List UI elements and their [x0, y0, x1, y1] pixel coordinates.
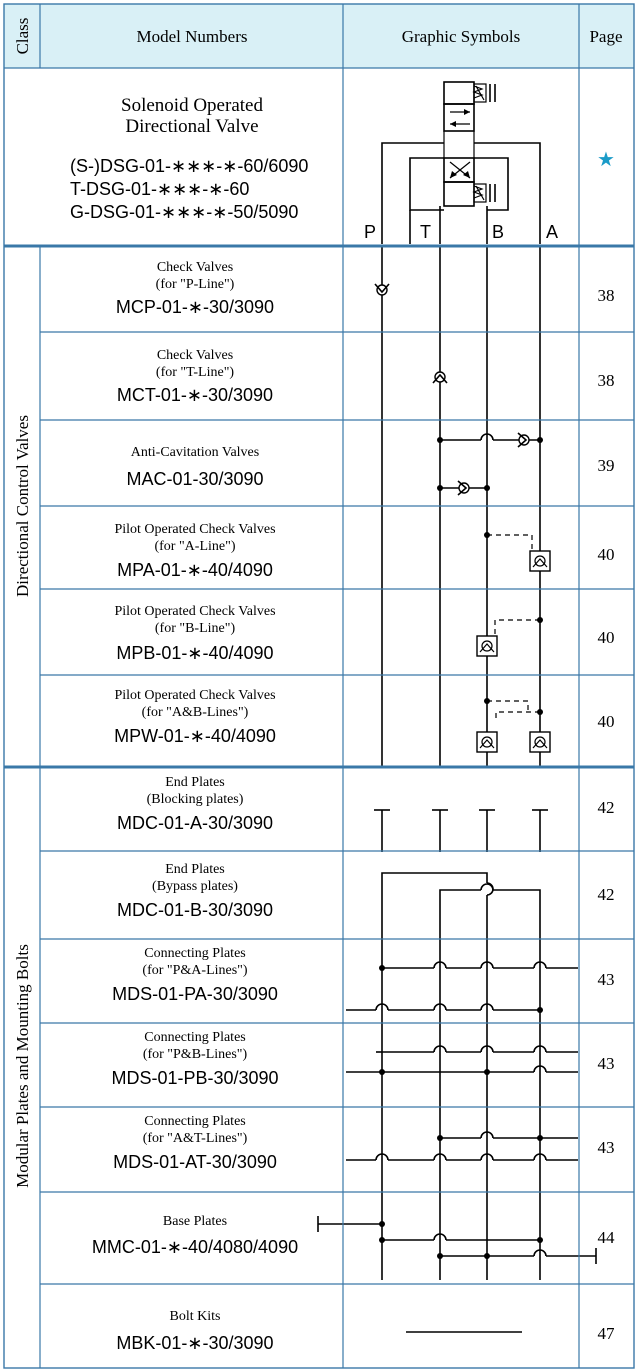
row-2-page: 38 [598, 371, 615, 390]
row-10: Connecting Plates (for "P&B-Lines") MDS-… [111, 1030, 614, 1088]
modular-lines [381, 940, 541, 1280]
row-2-model: MCT-01-∗-30/3090 [117, 385, 273, 405]
row-6-sub: (for "A&B-Lines") [142, 705, 249, 720]
row-8-page: 42 [598, 885, 615, 904]
check-valve-t-symbol [432, 371, 448, 384]
class-label-directional: Directional Control Valves [13, 415, 32, 597]
row-9-page: 43 [598, 970, 615, 989]
row-3-page: 39 [598, 456, 615, 475]
row-10-sub: (for "P&B-Lines") [143, 1047, 248, 1062]
row-7-model: MDC-01-A-30/3090 [117, 813, 273, 833]
pilot-check-b-symbol [476, 617, 543, 657]
row-11-page: 43 [598, 1138, 615, 1157]
row-6-page: 40 [598, 712, 615, 731]
solenoid-model-1: (S-)DSG-01-∗∗∗-∗-60/6090 [70, 156, 308, 176]
port-label-a: A [546, 222, 558, 242]
check-valve-p-symbol [374, 283, 390, 296]
row-1: Check Valves (for "P-Line") MCP-01-∗-30/… [116, 260, 615, 317]
row-8-sub: (Bypass plates) [152, 879, 238, 894]
row-6-title: Pilot Operated Check Valves [114, 688, 275, 703]
row-5-title: Pilot Operated Check Valves [114, 604, 275, 619]
row-1-sub: (for "P-Line") [156, 277, 235, 292]
row-12-page: 44 [598, 1228, 616, 1247]
base-plate-symbol [317, 1216, 597, 1264]
row-8: End Plates (Bypass plates) MDC-01-B-30/3… [117, 862, 615, 920]
pilot-check-a-symbol [484, 532, 551, 572]
header-symbol-label: Graphic Symbols [402, 27, 521, 46]
row-3-title: Anti-Cavitation Valves [131, 445, 259, 460]
row-5-page: 40 [598, 628, 615, 647]
row-12-title: Base Plates [163, 1214, 227, 1229]
row-9-title: Connecting Plates [144, 946, 246, 961]
row-11-title: Connecting Plates [144, 1114, 246, 1129]
row-10-model: MDS-01-PB-30/3090 [111, 1068, 278, 1088]
row-2: Check Valves (for "T-Line") MCT-01-∗-30/… [117, 348, 615, 405]
row-11: Connecting Plates (for "A&T-Lines") MDS-… [113, 1114, 614, 1172]
header-page-label: Page [589, 27, 622, 46]
solenoid-title-line2: Directional Valve [125, 116, 258, 137]
row-12: Base Plates MMC-01-∗-40/4080/4090 44 [92, 1214, 615, 1257]
row-9-sub: (for "P&A-Lines") [142, 963, 247, 978]
anti-cavitation-symbol [437, 432, 543, 496]
row-1-model: MCP-01-∗-30/3090 [116, 297, 274, 317]
header-class-label: Class [13, 18, 32, 55]
class-label-modular: Modular Plates and Mounting Bolts [13, 944, 32, 1188]
row-8-model: MDC-01-B-30/3090 [117, 900, 273, 920]
row-7-page: 42 [598, 798, 615, 817]
row-4-page: 40 [598, 545, 615, 564]
row-5-model: MPB-01-∗-40/4090 [116, 643, 273, 663]
row-1-title: Check Valves [157, 260, 233, 275]
row-2-sub: (for "T-Line") [156, 365, 235, 380]
row-13-title: Bolt Kits [170, 1309, 221, 1324]
row-6: Pilot Operated Check Valves (for "A&B-Li… [114, 688, 614, 746]
row-3-model: MAC-01-30/3090 [126, 469, 263, 489]
row-2-title: Check Valves [157, 348, 233, 363]
row-11-sub: (for "A&T-Lines") [143, 1131, 248, 1146]
row-8-title: End Plates [165, 862, 225, 877]
row-6-model: MPW-01-∗-40/4090 [114, 726, 276, 746]
solenoid-valve-symbol: P T B A [364, 81, 558, 244]
connecting-pa-symbol [346, 961, 578, 1013]
row-4-sub: (for "A-Line") [154, 539, 235, 554]
header-background [4, 4, 634, 68]
row-4-title: Pilot Operated Check Valves [114, 522, 275, 537]
row-3: Anti-Cavitation Valves MAC-01-30/3090 39 [126, 445, 614, 489]
header-model-label: Model Numbers [137, 27, 248, 46]
row-7: End Plates (Blocking plates) MDC-01-A-30… [117, 775, 615, 833]
row-9-model: MDS-01-PA-30/3090 [112, 984, 278, 1004]
solenoid-model-3: G-DSG-01-∗∗∗-∗-50/5090 [70, 202, 298, 222]
table-grid [3, 3, 635, 1369]
end-plate-blocking-symbol [374, 809, 548, 852]
solenoid-model-2: T-DSG-01-∗∗∗-∗-60 [70, 179, 249, 199]
connecting-pb-symbol [346, 1045, 578, 1075]
row-9: Connecting Plates (for "P&A-Lines") MDS-… [112, 946, 614, 1004]
row-7-sub: (Blocking plates) [147, 792, 244, 807]
row-4-model: MPA-01-∗-40/4090 [117, 560, 273, 580]
row-13-page: 47 [598, 1324, 616, 1343]
row-4: Pilot Operated Check Valves (for "A-Line… [114, 522, 614, 580]
row-13-model: MBK-01-∗-30/3090 [116, 1333, 273, 1353]
connecting-at-symbol [346, 1131, 578, 1161]
port-label-b: B [492, 222, 504, 242]
graphic-symbols: P T B A [317, 81, 597, 1333]
row-10-title: Connecting Plates [144, 1030, 246, 1045]
row-5: Pilot Operated Check Valves (for "B-Line… [114, 604, 614, 663]
row-10-page: 43 [598, 1054, 615, 1073]
solenoid-page-star: ★ [597, 147, 615, 171]
port-label-p: P [364, 222, 376, 242]
solenoid-title-line1: Solenoid Operated [121, 95, 263, 116]
row-7-title: End Plates [165, 775, 225, 790]
row-1-page: 38 [598, 286, 615, 305]
end-plate-bypass-symbol [381, 872, 541, 940]
row-13: Bolt Kits MBK-01-∗-30/3090 47 [116, 1309, 615, 1353]
row-12-model: MMC-01-∗-40/4080/4090 [92, 1237, 298, 1257]
row-11-model: MDS-01-AT-30/3090 [113, 1152, 277, 1172]
row-5-sub: (for "B-Line") [155, 621, 236, 636]
pilot-check-ab-symbol [476, 698, 551, 753]
port-label-t: T [420, 222, 431, 242]
